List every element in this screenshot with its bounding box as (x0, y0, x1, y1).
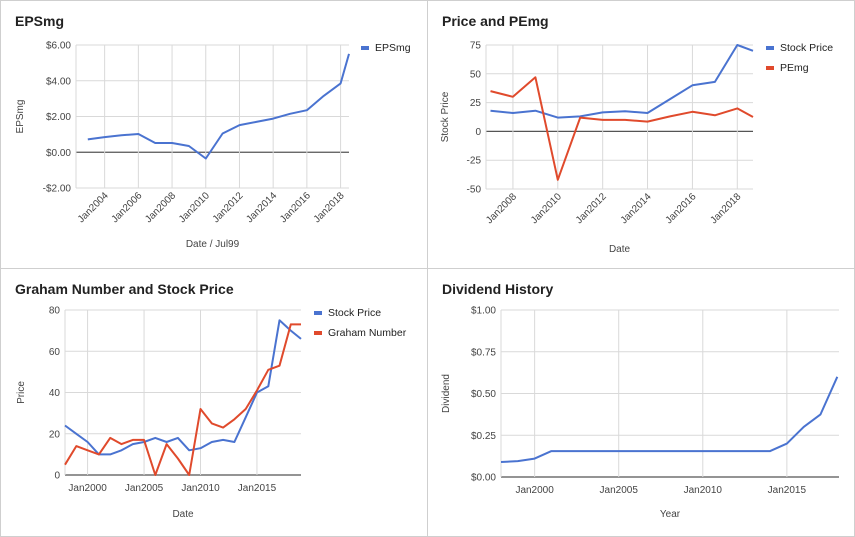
y-tick-label: $0.00 (46, 148, 71, 159)
y-tick-label: -$2.00 (43, 184, 72, 195)
legend-swatch (361, 46, 369, 50)
y-tick-label: -25 (467, 156, 482, 167)
series-line-0 (64, 319, 302, 456)
legend-label: PEmg (780, 62, 809, 74)
graham-chart-panel: Graham Number and Stock Price 80 60 40 20 0 J… (0, 268, 428, 537)
chart-title: Dividend History (442, 281, 554, 297)
x-tick-label: Jan2008 (484, 191, 519, 226)
x-tick-label: Jan2014 (244, 190, 279, 225)
x-tick-label: Jan2016 (664, 191, 699, 226)
y-tick-label: $2.00 (46, 112, 71, 123)
price-pe-chart-panel: Price and PEmg 75 50 25 0 -25 -50 Jan2008 Jan20… (427, 0, 855, 269)
x-tick-label: Jan2000 (515, 485, 554, 496)
legend-label: Stock Price (328, 307, 381, 319)
series-line-1 (64, 323, 301, 476)
y-tick-label: $0.75 (471, 347, 496, 358)
x-axis-title: Date (609, 244, 631, 255)
y-tick-label: 50 (470, 69, 482, 80)
chart-title: Price and PEmg (442, 13, 549, 29)
y-tick-label: 75 (470, 41, 482, 52)
y-tick-label: 20 (49, 429, 61, 440)
legend-label: Graham Number (328, 327, 407, 339)
y-tick-label: 80 (49, 306, 61, 317)
legend-swatch (766, 66, 774, 70)
y-tick-label: $1.00 (471, 306, 496, 317)
chart-title: EPSmg (15, 13, 65, 29)
legend-label: Stock Price (780, 42, 833, 54)
eps-chart-panel: EPSmg $6.00 $4.00 $2.00 $0.00 -$2.00 Jan2004 J… (0, 0, 428, 269)
y-tick-label: $0.50 (471, 389, 496, 400)
y-tick-label: $6.00 (46, 41, 71, 52)
legend-label: EPSmg (375, 42, 411, 54)
graham-chart: 80 60 40 20 0 Jan2000 Jan2005 Jan2010 Jan2015 Dat… (16, 306, 407, 521)
y-tick-label: 0 (54, 471, 60, 482)
y-tick-label: $0.00 (471, 473, 496, 484)
y-axis-title: Dividend (441, 374, 452, 413)
y-tick-label: 40 (49, 388, 61, 399)
x-axis-title: Date (172, 509, 194, 520)
y-axis-title: EPSmg (15, 100, 26, 134)
x-tick-label: Jan2015 (238, 483, 277, 494)
x-axis-title: Date / Jul99 (186, 239, 240, 250)
series-line-0 (500, 376, 839, 463)
y-tick-label: $4.00 (46, 76, 71, 87)
y-tick-label: 60 (49, 347, 61, 358)
dividend-chart-panel: Dividend History $1.00 $0.75 $0.50 $0.25 $0.… (427, 268, 855, 537)
eps-chart: $6.00 $4.00 $2.00 $0.00 -$2.00 Jan2004Jan2006… (15, 41, 411, 251)
series-line-0 (87, 53, 350, 160)
series-line-1 (490, 76, 754, 181)
x-tick-label: Jan2008 (143, 190, 178, 225)
y-tick-label: 0 (475, 127, 481, 138)
y-tick-label: $0.25 (471, 431, 496, 442)
x-tick-label: Jan2004 (76, 190, 111, 225)
x-tick-label: Jan2015 (768, 485, 807, 496)
dividend-chart: $1.00 $0.75 $0.50 $0.25 $0.00 Jan2000 Jan2005 J… (441, 306, 839, 520)
legend-swatch (314, 311, 322, 315)
x-tick-label: Jan2010 (684, 485, 723, 496)
legend-swatch (766, 46, 774, 50)
x-tick-label: Jan2005 (600, 485, 639, 496)
x-tick-label: Jan2012 (211, 190, 246, 225)
x-tick-label: Jan2010 (529, 191, 564, 226)
x-tick-label: Jan2014 (619, 191, 654, 226)
x-tick-label: Jan2018 (312, 190, 347, 225)
x-tick-label: Jan2006 (110, 190, 145, 225)
y-axis-title: Price (16, 381, 27, 404)
x-tick-label: Jan2010 (181, 483, 220, 494)
chart-title: Graham Number and Stock Price (15, 281, 234, 297)
legend-swatch (314, 331, 322, 335)
y-axis-title: Stock Price (440, 91, 451, 142)
x-tick-label: Jan2016 (278, 190, 313, 225)
x-tick-label: Jan2012 (574, 191, 609, 226)
x-tick-label: Jan2000 (68, 483, 107, 494)
y-tick-label: -50 (467, 185, 482, 196)
y-tick-label: 25 (470, 98, 482, 109)
x-tick-label: Jan2018 (709, 191, 744, 226)
x-tick-label: Jan2010 (177, 190, 212, 225)
series-line-0 (490, 44, 754, 119)
x-axis-title: Year (660, 509, 681, 520)
x-tick-label: Jan2005 (125, 483, 164, 494)
